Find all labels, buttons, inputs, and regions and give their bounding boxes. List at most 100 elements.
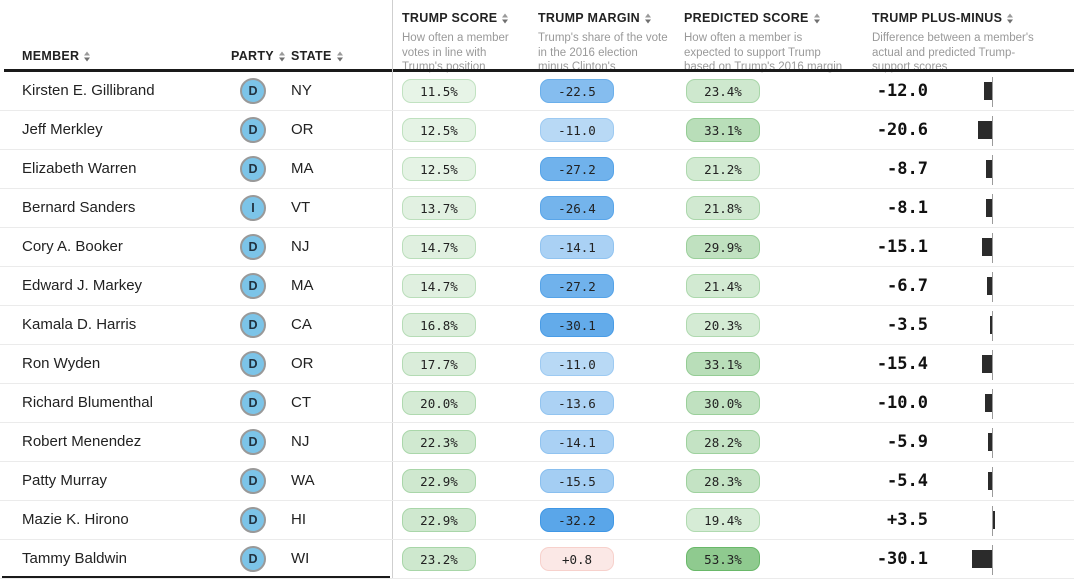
trump-margin-pill: -14.1	[540, 235, 614, 259]
state-value: CT	[291, 394, 311, 411]
table-row[interactable]: Edward J. Markey D MA 14.7% -27.2 21.4% …	[0, 267, 1074, 306]
sort-icon[interactable]	[336, 51, 343, 62]
sort-icon[interactable]	[84, 51, 91, 62]
member-name[interactable]: Jeff Merkley	[22, 121, 103, 138]
predicted-score-pill: 30.0%	[686, 391, 760, 415]
table-row[interactable]: Mazie K. Hirono D HI 22.9% -32.2 19.4% +…	[0, 501, 1074, 540]
member-name[interactable]: Ron Wyden	[22, 355, 101, 372]
table-row[interactable]: Robert Menendez D NJ 22.3% -14.1 28.2% -…	[0, 423, 1074, 462]
table-row[interactable]: Elizabeth Warren D MA 12.5% -27.2 21.2% …	[0, 150, 1074, 189]
party-letter: D	[248, 396, 258, 410]
state-value: HI	[291, 511, 306, 528]
plus-minus-axis	[992, 311, 993, 341]
plus-minus-value: -30.1	[876, 549, 928, 569]
trump-score-pill: 12.5%	[402, 118, 476, 142]
party-letter: D	[248, 552, 258, 566]
trump-margin-pill: -26.4	[540, 196, 614, 220]
column-header-predicted-score[interactable]: PREDICTED SCORE How often a member is ex…	[684, 9, 844, 75]
table-row[interactable]: Kirsten E. Gillibrand D NY 11.5% -22.5 2…	[0, 72, 1074, 111]
sort-icon[interactable]	[502, 13, 509, 24]
plus-minus-axis	[992, 506, 993, 536]
sort-icon[interactable]	[278, 51, 285, 62]
plus-minus-value: -5.4	[887, 471, 928, 491]
member-name[interactable]: Edward J. Markey	[22, 277, 143, 294]
party-letter: D	[248, 123, 258, 137]
trump-score-pill: 17.7%	[402, 352, 476, 376]
state-value: NJ	[291, 238, 310, 255]
column-header-party[interactable]: PARTY	[231, 47, 285, 65]
party-badge: D	[240, 312, 266, 338]
table-row[interactable]: Jeff Merkley D OR 12.5% -11.0 33.1% -20.…	[0, 111, 1074, 150]
column-header-trump-score[interactable]: TRUMP SCORE How often a member votes in …	[402, 9, 522, 75]
plus-minus-value: -6.7	[887, 276, 928, 296]
predicted-score-pill: 20.3%	[686, 313, 760, 337]
state-value: MA	[291, 277, 314, 294]
trump-score-pill: 22.9%	[402, 469, 476, 493]
table-row[interactable]: Bernard Sanders I VT 13.7% -26.4 21.8% -…	[0, 189, 1074, 228]
member-name[interactable]: Bernard Sanders	[22, 199, 136, 216]
state-column-label: STATE	[291, 49, 332, 63]
trump-score-column-label: TRUMP SCORE	[402, 11, 498, 25]
member-name[interactable]: Elizabeth Warren	[22, 160, 137, 177]
member-name[interactable]: Mazie K. Hirono	[22, 511, 129, 528]
trump-score-pill: 20.0%	[402, 391, 476, 415]
member-name[interactable]: Robert Menendez	[22, 433, 142, 450]
table-row[interactable]: Kamala D. Harris D CA 16.8% -30.1 20.3% …	[0, 306, 1074, 345]
table-row[interactable]: Richard Blumenthal D CT 20.0% -13.6 30.0…	[0, 384, 1074, 423]
table-row[interactable]: Tammy Baldwin D WI 23.2% +0.8 53.3% -30.…	[0, 540, 1074, 579]
sort-icon[interactable]	[644, 13, 651, 24]
member-name[interactable]: Tammy Baldwin	[22, 550, 128, 567]
member-name[interactable]: Kamala D. Harris	[22, 316, 137, 333]
column-header-state[interactable]: STATE	[291, 47, 343, 65]
member-name[interactable]: Cory A. Booker	[22, 238, 123, 255]
party-letter: D	[248, 318, 258, 332]
party-badge: D	[240, 351, 266, 377]
sort-icon[interactable]	[813, 13, 820, 24]
plus-minus-axis	[992, 389, 993, 419]
trump-margin-pill: -30.1	[540, 313, 614, 337]
trump-score-pill: 14.7%	[402, 274, 476, 298]
party-column-label: PARTY	[231, 49, 274, 63]
table-row[interactable]: Patty Murray D WA 22.9% -15.5 28.3% -5.4	[0, 462, 1074, 501]
column-header-member[interactable]: MEMBER	[22, 47, 91, 65]
predicted-score-pill: 21.4%	[686, 274, 760, 298]
column-header-plus-minus[interactable]: TRUMP PLUS-MINUS Difference between a me…	[872, 9, 1036, 75]
plus-minus-column-label: TRUMP PLUS-MINUS	[872, 11, 1003, 25]
table-header: MEMBER PARTY STATE TRUMP SCORE How often…	[0, 0, 1074, 75]
table-row[interactable]: Cory A. Booker D NJ 14.7% -14.1 29.9% -1…	[0, 228, 1074, 267]
trump-margin-pill: -11.0	[540, 118, 614, 142]
trump-score-pill: 11.5%	[402, 79, 476, 103]
sort-icon[interactable]	[1007, 13, 1014, 24]
trump-score-pill: 13.7%	[402, 196, 476, 220]
party-letter: D	[248, 162, 258, 176]
plus-minus-axis	[992, 233, 993, 263]
plus-minus-bar	[988, 472, 992, 490]
plus-minus-bar	[983, 82, 992, 100]
state-value: NJ	[291, 433, 310, 450]
state-value: WA	[291, 472, 315, 489]
trump-margin-pill: -27.2	[540, 274, 614, 298]
plus-minus-axis	[992, 467, 993, 497]
member-column-label: MEMBER	[22, 49, 80, 63]
plus-minus-bar	[986, 199, 992, 217]
plus-minus-bar	[987, 277, 992, 295]
party-letter: I	[251, 201, 255, 215]
plus-minus-value: -8.1	[887, 198, 928, 218]
trump-margin-pill: -13.6	[540, 391, 614, 415]
column-header-trump-margin[interactable]: TRUMP MARGIN Trump's share of the vote i…	[538, 9, 670, 75]
table-row[interactable]: Ron Wyden D OR 17.7% -11.0 33.1% -15.4	[0, 345, 1074, 384]
plus-minus-value: -5.9	[887, 432, 928, 452]
trump-margin-pill: -11.0	[540, 352, 614, 376]
member-name[interactable]: Richard Blumenthal	[22, 394, 153, 411]
plus-minus-value: -15.4	[876, 354, 928, 374]
party-badge: D	[240, 468, 266, 494]
party-letter: D	[248, 513, 258, 527]
member-name[interactable]: Patty Murray	[22, 472, 108, 489]
plus-minus-value: -3.5	[887, 315, 928, 335]
predicted-score-pill: 23.4%	[686, 79, 760, 103]
trump-margin-pill: +0.8	[540, 547, 614, 571]
member-name[interactable]: Kirsten E. Gillibrand	[22, 82, 155, 99]
plus-minus-value: -12.0	[876, 81, 928, 101]
party-badge: D	[240, 546, 266, 572]
plus-minus-axis	[992, 545, 993, 575]
